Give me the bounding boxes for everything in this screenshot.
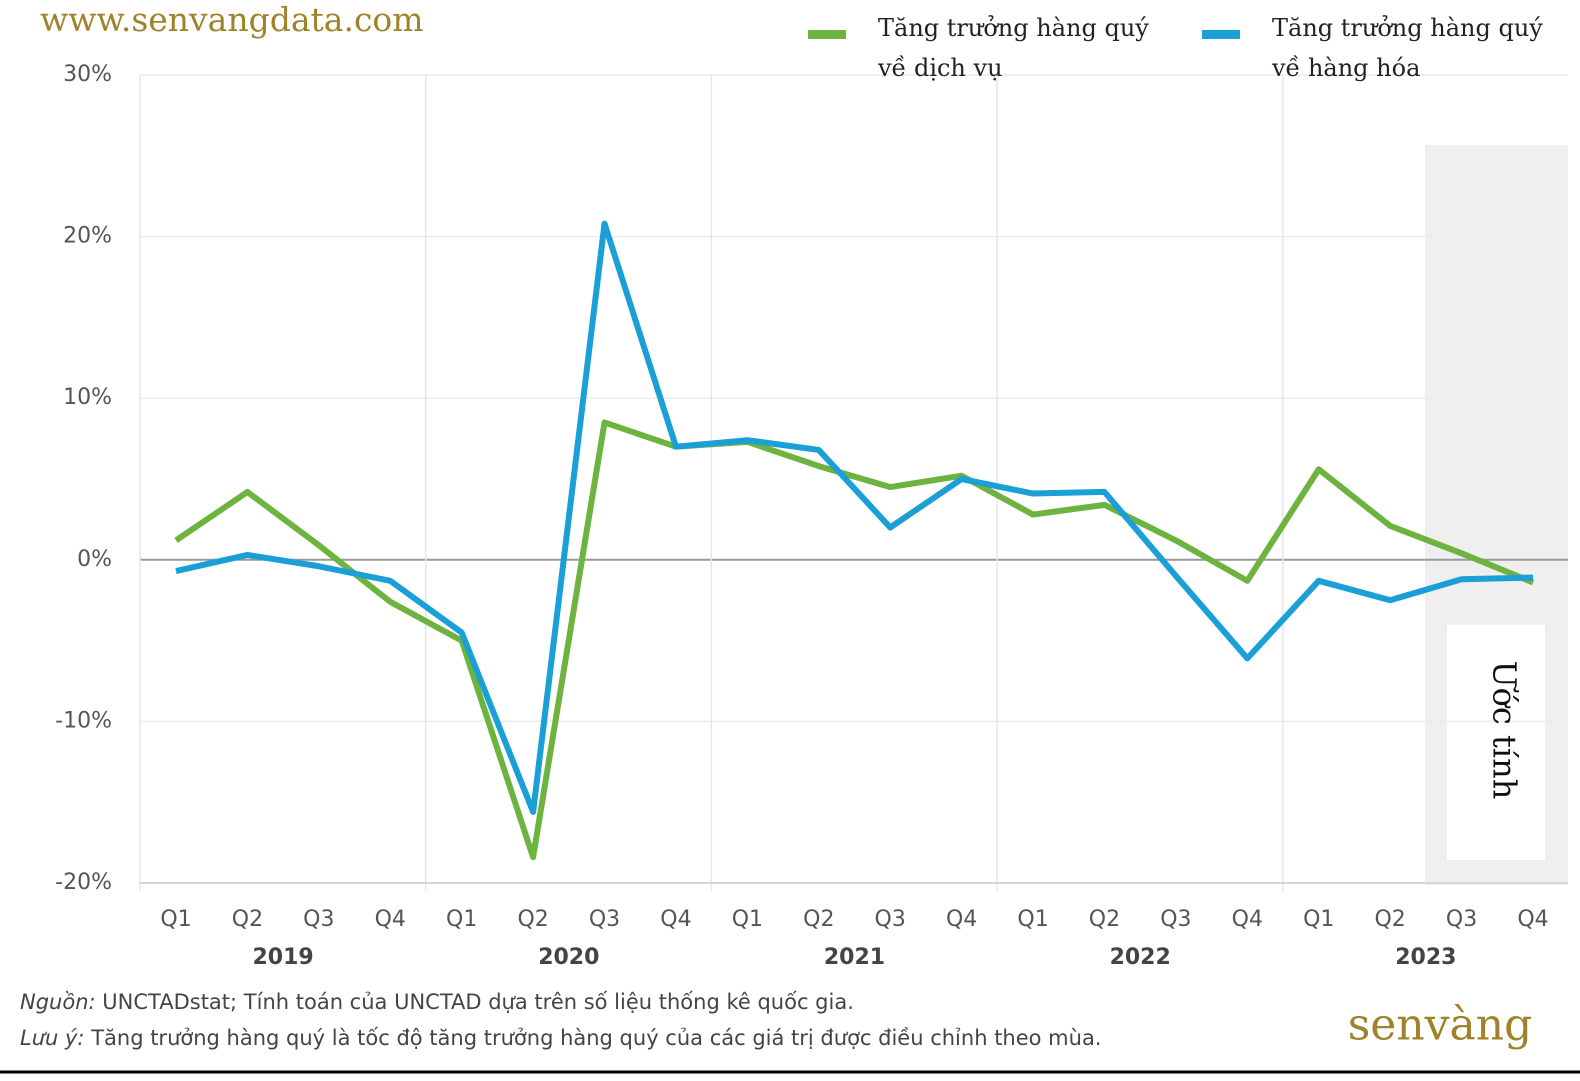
legend-label: Tăng trưởng hàng quý về dịch vụ xyxy=(878,14,1149,82)
x-tick-label: Q2 xyxy=(803,907,834,932)
x-tick-label: Q2 xyxy=(1374,907,1405,932)
x-tick-label: Q4 xyxy=(660,907,691,932)
note-prefix: Lưu ý: xyxy=(20,1026,85,1050)
x-tick-label: Q4 xyxy=(1517,907,1548,932)
y-tick-label: -10% xyxy=(55,708,112,733)
y-tick-label: -20% xyxy=(55,870,112,895)
y-tick-label: 0% xyxy=(77,547,112,572)
x-tick-label: Q1 xyxy=(732,907,763,932)
x-tick-label: Q3 xyxy=(875,907,906,932)
series-line xyxy=(175,220,1534,815)
x-tick-label: Q2 xyxy=(1089,907,1120,932)
x-tick-label: Q4 xyxy=(375,907,406,932)
x-tick-label: Q4 xyxy=(1232,907,1263,932)
x-tick-label: Q3 xyxy=(303,907,334,932)
legend-swatch xyxy=(1202,30,1240,39)
y-tick-label: 30% xyxy=(63,62,112,87)
note: Lưu ý: Tăng trưởng hàng quý là tốc độ tă… xyxy=(20,1026,1101,1050)
x-tick-label: Q1 xyxy=(160,907,191,932)
x-tick-label: Q1 xyxy=(1017,907,1048,932)
estimate-box xyxy=(1447,625,1545,860)
x-tick-label: Q1 xyxy=(446,907,477,932)
source: Nguồn: UNCTADstat; Tính toán của UNCTAD … xyxy=(20,990,854,1014)
note-text: Tăng trưởng hàng quý là tốc độ tăng trưở… xyxy=(91,1026,1102,1050)
x-tick-label: Q3 xyxy=(1446,907,1477,932)
logo: senvàng xyxy=(1348,1000,1533,1051)
legend-label: Tăng trưởng hàng quý về hàng hóa xyxy=(1272,14,1543,82)
y-tick-label: 10% xyxy=(63,385,112,410)
watermark: www.senvangdata.com xyxy=(40,0,424,39)
year-label: 2020 xyxy=(538,945,599,970)
x-tick-label: Q2 xyxy=(517,907,548,932)
annotation: Ước tính xyxy=(1486,661,1524,800)
legend-item: Tăng trưởng hàng quý về hàng hóa xyxy=(1202,8,1562,88)
year-label: 2021 xyxy=(824,945,885,970)
year-label: 2019 xyxy=(253,945,314,970)
series-line xyxy=(174,419,1535,861)
legend-item: Tăng trưởng hàng quý về dịch vụ xyxy=(808,8,1178,88)
x-tick-label: Q3 xyxy=(589,907,620,932)
legend-swatch xyxy=(808,30,846,39)
x-tick-label: Q1 xyxy=(1303,907,1334,932)
year-label: 2022 xyxy=(1110,945,1171,970)
x-tick-label: Q3 xyxy=(1160,907,1191,932)
source-text: UNCTADstat; Tính toán của UNCTAD dựa trê… xyxy=(102,990,854,1014)
x-tick-label: Q2 xyxy=(232,907,263,932)
y-tick-label: 20% xyxy=(63,224,112,249)
year-label: 2023 xyxy=(1395,945,1456,970)
x-tick-label: Q4 xyxy=(946,907,977,932)
source-prefix: Nguồn: xyxy=(20,990,96,1014)
